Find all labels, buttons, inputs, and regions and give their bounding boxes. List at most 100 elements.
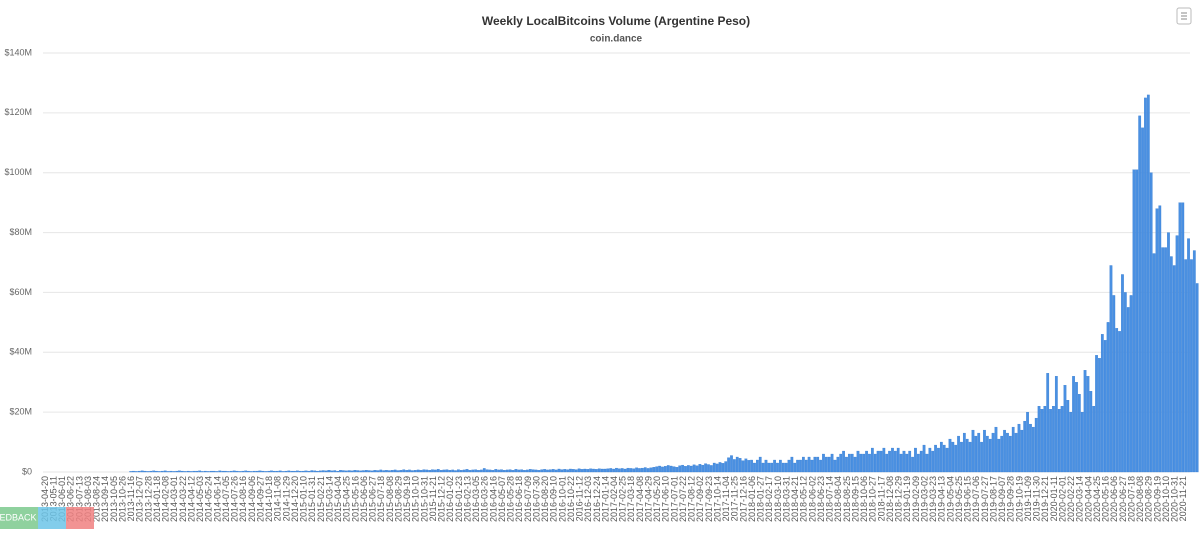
x-tick-label: 2016-02-13: [462, 476, 472, 522]
share-button[interactable]: [38, 507, 66, 529]
x-tick-label: 2013-08-03: [83, 476, 93, 522]
bar: [666, 465, 670, 473]
bar: [557, 468, 561, 473]
bar: [229, 470, 233, 473]
bar: [465, 469, 469, 473]
bar: [738, 458, 742, 473]
bar: [750, 459, 753, 473]
bar: [267, 470, 271, 473]
feedback-button[interactable]: [0, 507, 38, 529]
bar: [342, 470, 345, 473]
x-tick-label: 2014-09-27: [255, 476, 265, 522]
feedback-widget[interactable]: FEEDBACK: [0, 507, 94, 529]
menu-button[interactable]: [1176, 7, 1192, 25]
bar: [1043, 406, 1047, 473]
bar: [1146, 94, 1150, 473]
bar: [776, 462, 779, 473]
bar: [623, 468, 627, 473]
bar: [781, 462, 785, 473]
bar: [419, 470, 423, 473]
x-tick-label: 2015-09-19: [402, 476, 412, 522]
x-tick-label: 2015-04-04: [333, 476, 343, 522]
bar: [549, 469, 552, 473]
bar: [281, 471, 285, 473]
bar: [1052, 406, 1055, 473]
bar: [842, 450, 845, 473]
bar: [1100, 334, 1104, 473]
x-tick-label: 2016-04-16: [488, 476, 498, 522]
bar: [586, 469, 590, 473]
bar: [583, 468, 587, 473]
bar: [428, 470, 432, 473]
bar: [152, 470, 156, 473]
x-tick-label: 2018-08-04: [833, 476, 843, 522]
x-tick-label: 2020-08-08: [1135, 476, 1145, 522]
x-tick-label: 2019-02-09: [911, 476, 921, 522]
x-tick-label: 2015-06-27: [368, 476, 378, 522]
x-tick-label: 2019-10-19: [1014, 476, 1024, 522]
x-tick-label: 2019-07-06: [971, 476, 981, 522]
bar: [436, 469, 440, 473]
bar: [546, 469, 549, 473]
bar: [1011, 426, 1015, 473]
bar: [537, 470, 541, 473]
bar: [247, 470, 250, 473]
bar: [724, 461, 728, 473]
bar: [327, 470, 331, 473]
x-tick-label: 2020-10-10: [1161, 476, 1171, 522]
x-tick-label: 2015-08-08: [385, 476, 395, 522]
x-tick-label: 2016-01-02: [445, 476, 455, 522]
bar: [977, 432, 981, 473]
bar: [595, 469, 598, 473]
bar: [845, 456, 848, 473]
bar: [859, 453, 863, 473]
x-tick-label: 2018-12-08: [885, 476, 895, 522]
y-tick-label: $80M: [9, 227, 32, 237]
bar: [204, 470, 207, 473]
bar: [264, 471, 268, 473]
x-tick-label: 2019-01-19: [902, 476, 912, 522]
bar: [1172, 265, 1176, 473]
bar: [413, 470, 417, 473]
x-tick-label: 2018-03-10: [773, 476, 783, 522]
bar: [767, 462, 771, 473]
bar: [868, 453, 871, 473]
x-tick-label: 2015-05-16: [350, 476, 360, 522]
x-tick-label: 2019-09-07: [997, 476, 1007, 522]
bar: [899, 453, 903, 473]
bar: [160, 470, 164, 473]
bar: [905, 453, 909, 473]
bar: [896, 447, 900, 473]
bar: [597, 468, 601, 473]
bar: [589, 468, 592, 473]
bar: [528, 469, 532, 473]
bar: [359, 470, 363, 473]
bar: [454, 470, 457, 473]
bar: [129, 471, 133, 473]
bar: [206, 471, 210, 473]
bar: [876, 450, 880, 473]
x-tick-label: 2013-06-22: [66, 476, 76, 522]
bar: [1175, 235, 1179, 473]
bar: [891, 447, 894, 473]
bar: [756, 459, 759, 473]
x-tick-label: 2013-08-24: [92, 476, 102, 522]
bar: [244, 470, 248, 473]
x-tick-label: 2015-10-10: [411, 476, 421, 522]
bar: [1063, 385, 1067, 473]
x-tick-label: 2014-07-26: [230, 476, 240, 522]
bar: [1164, 247, 1167, 473]
bar: [416, 469, 420, 473]
bar: [733, 459, 736, 473]
bar: [980, 441, 983, 473]
bar: [1181, 202, 1185, 473]
bar: [201, 471, 204, 473]
bar: [434, 469, 437, 473]
bar: [316, 470, 319, 473]
bar: [304, 470, 308, 473]
bar: [275, 470, 279, 473]
bar: [514, 469, 518, 473]
share-button[interactable]: [66, 507, 94, 529]
bar: [643, 467, 647, 473]
bar: [609, 468, 613, 473]
